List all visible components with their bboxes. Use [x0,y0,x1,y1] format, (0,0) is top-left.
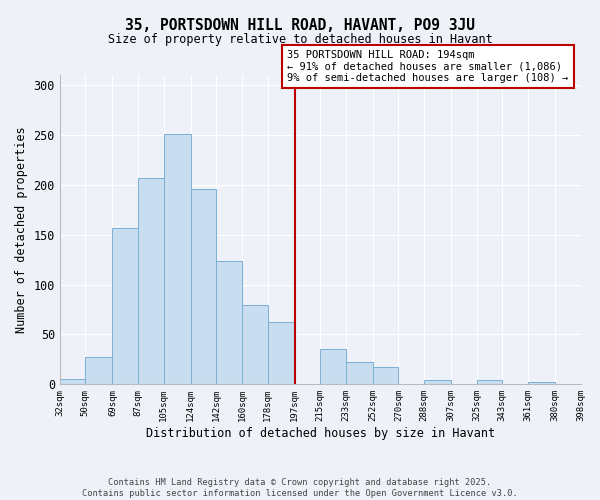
Bar [191,189,216,384]
Text: Contains HM Land Registry data © Crown copyright and database right 2025.
Contai: Contains HM Land Registry data © Crown c… [82,478,518,498]
Y-axis label: Number of detached properties: Number of detached properties [15,126,28,333]
Bar [242,304,268,384]
Bar [476,380,502,384]
Bar [268,322,295,384]
Bar [373,368,398,384]
Bar [320,350,346,384]
Text: 35, PORTSDOWN HILL ROAD, HAVANT, PO9 3JU: 35, PORTSDOWN HILL ROAD, HAVANT, PO9 3JU [125,18,475,32]
Text: 35 PORTSDOWN HILL ROAD: 194sqm
← 91% of detached houses are smaller (1,086)
9% o: 35 PORTSDOWN HILL ROAD: 194sqm ← 91% of … [287,50,569,83]
Bar [424,380,451,384]
Bar [164,134,191,384]
Text: Size of property relative to detached houses in Havant: Size of property relative to detached ho… [107,32,493,46]
Bar [528,382,555,384]
Bar [346,362,373,384]
Bar [60,380,85,384]
Bar [112,228,138,384]
X-axis label: Distribution of detached houses by size in Havant: Distribution of detached houses by size … [146,427,495,440]
Bar [216,260,242,384]
Bar [85,358,112,384]
Bar [138,178,164,384]
